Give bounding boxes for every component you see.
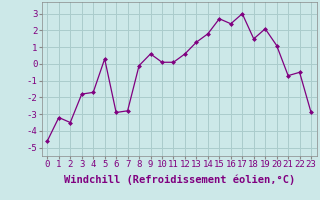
X-axis label: Windchill (Refroidissement éolien,°C): Windchill (Refroidissement éolien,°C)	[64, 175, 295, 185]
